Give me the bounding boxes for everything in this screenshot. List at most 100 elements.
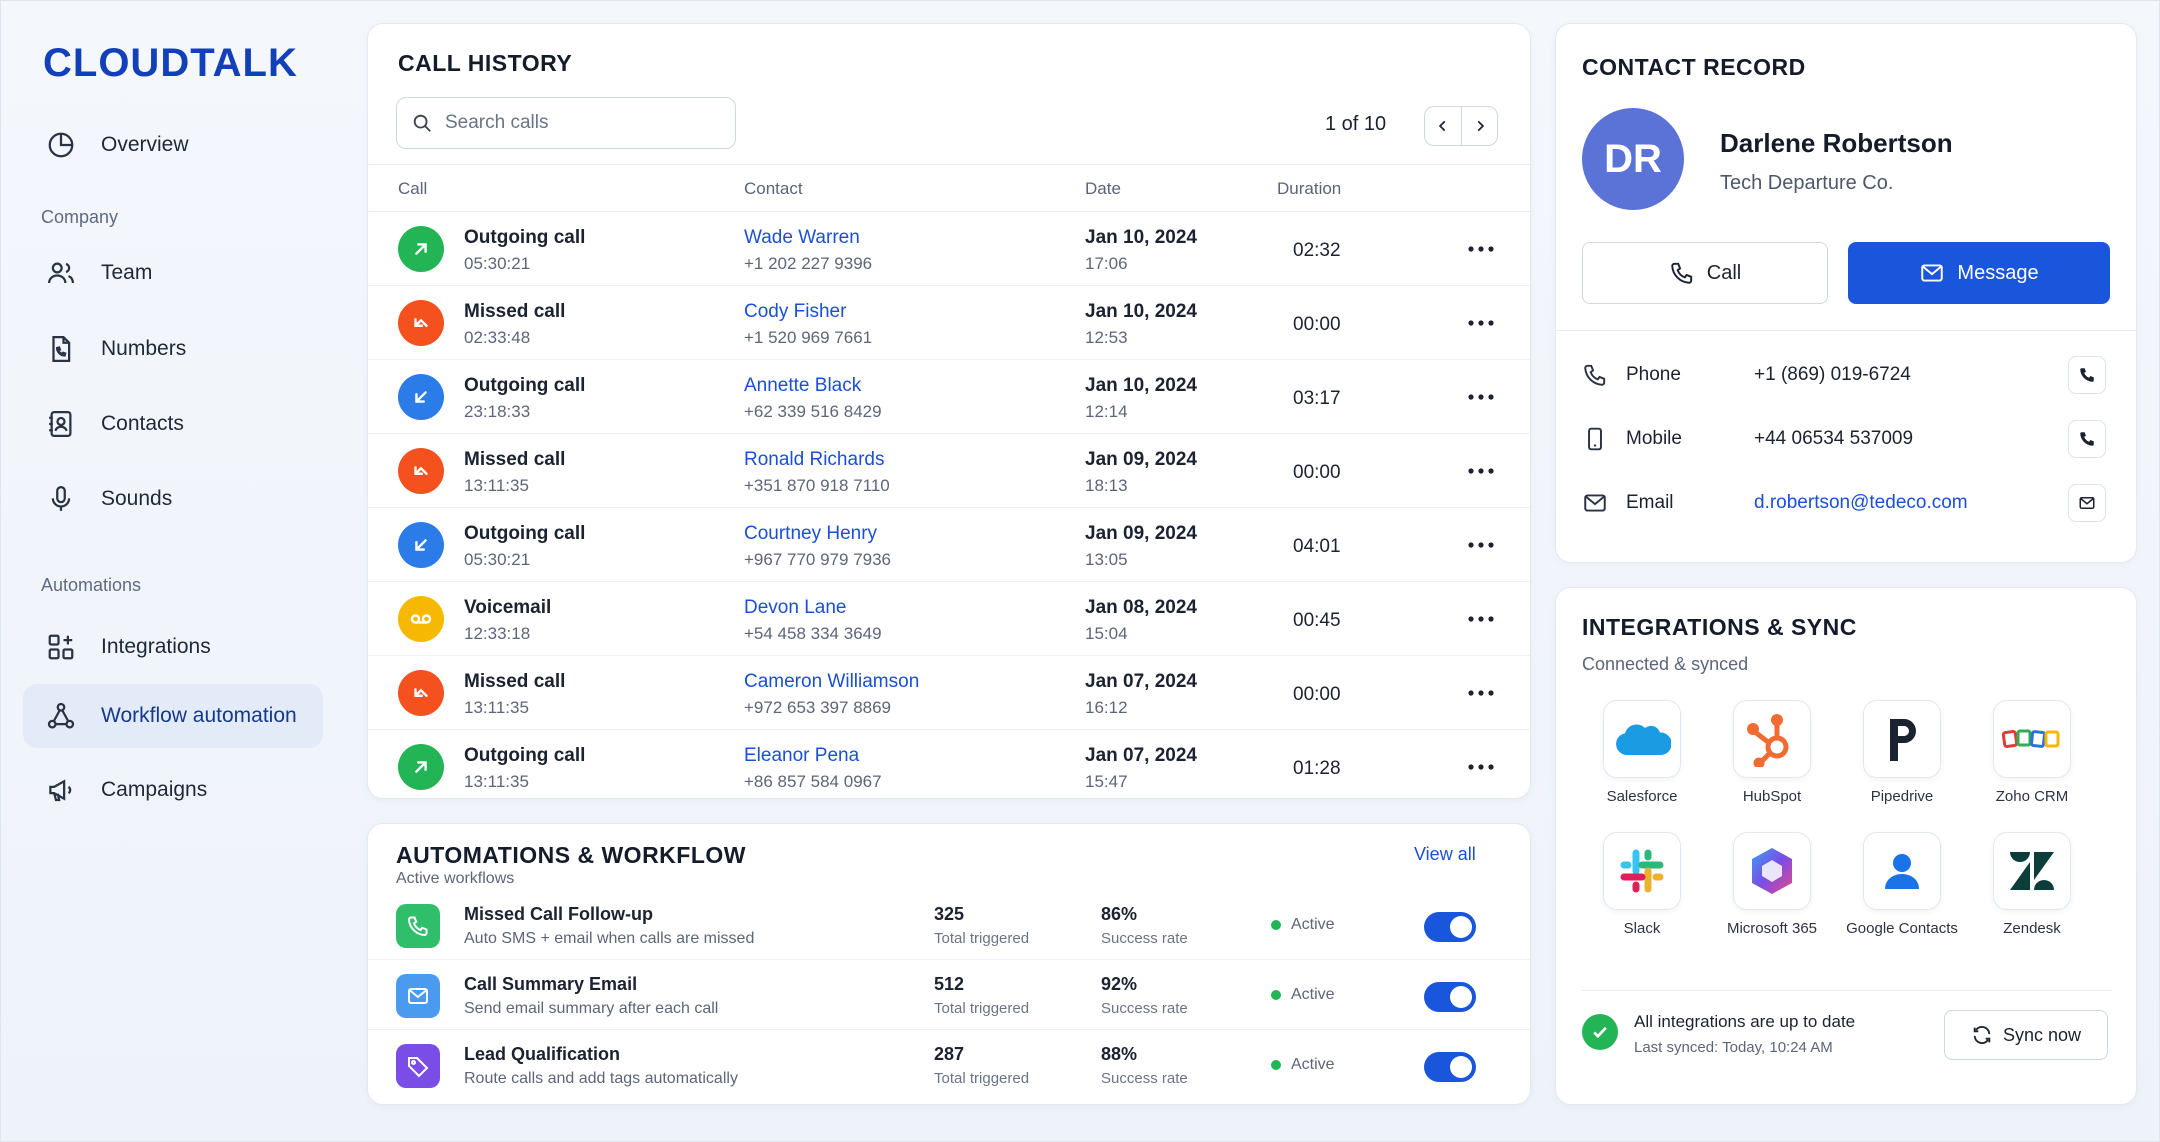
more-options-button[interactable]	[1461, 678, 1501, 708]
workflow-toggle[interactable]	[1424, 1052, 1476, 1082]
call-duration: 00:45	[1293, 610, 1341, 631]
missed-call-icon	[398, 448, 444, 494]
workflow-icon	[43, 698, 79, 734]
more-options-button[interactable]	[1461, 456, 1501, 486]
workflow-row[interactable]: Call Summary Email Send email summary aft…	[368, 962, 1530, 1030]
last-synced-text: Last synced: Today, 10:24 AM	[1634, 1039, 1833, 1056]
contact-name-link[interactable]: Cameron Williamson	[744, 671, 920, 692]
automations-list: Missed Call Follow-up Auto SMS + email wh…	[368, 892, 1530, 1102]
more-options-button[interactable]	[1461, 308, 1501, 338]
workflow-row[interactable]: Lead Qualification Route calls and add ta…	[368, 1032, 1530, 1100]
integration-hubspot[interactable]: HubSpot	[1712, 700, 1832, 820]
total-triggered-label: Total triggered	[934, 1000, 1030, 1017]
more-options-button[interactable]	[1461, 234, 1501, 264]
workflow-row[interactable]: Missed Call Follow-up Auto SMS + email wh…	[368, 892, 1530, 960]
column-header-call[interactable]: Call	[398, 179, 428, 198]
column-header-duration[interactable]: Duration	[1277, 179, 1342, 198]
missed-call-icon	[398, 670, 444, 716]
column-header-date[interactable]: Date	[1085, 179, 1121, 198]
salesforce-icon	[1603, 700, 1681, 778]
message-button[interactable]: Message	[1848, 242, 2110, 304]
search-input[interactable]	[445, 112, 725, 134]
automations-card: AUTOMATIONS & WORKFLOW Active workflows …	[367, 823, 1531, 1105]
sidebar-item-team[interactable]: Team	[23, 241, 323, 305]
integration-name: HubSpot	[1742, 788, 1802, 805]
sidebar-item-sounds[interactable]: Sounds	[23, 467, 323, 531]
status-dot	[1271, 1060, 1281, 1070]
integration-slack[interactable]: Slack	[1582, 832, 1702, 952]
contact-name-link[interactable]: Courtney Henry	[744, 523, 878, 544]
more-options-button[interactable]	[1461, 752, 1501, 782]
sync-now-button[interactable]: Sync now	[1944, 1010, 2108, 1060]
cloudtalk-logo[interactable]: CLOUDTALK	[43, 41, 298, 85]
contact-name-link[interactable]: Annette Black	[744, 375, 862, 396]
call-row[interactable]: Voicemail 12:33:18 Devon Lane +54 458 334 3…	[368, 582, 1530, 656]
search-calls-field[interactable]	[396, 97, 736, 149]
phone-icon	[396, 904, 440, 948]
phone-icon	[1580, 360, 1610, 390]
call-hour: 18:13	[1085, 476, 1128, 495]
workflow-toggle[interactable]	[1424, 912, 1476, 942]
more-options-button[interactable]	[1461, 530, 1501, 560]
call-history-card: CALL HISTORY 1 of 10 Call Contact Date D…	[367, 23, 1531, 799]
contact-field-phone: Phone +1 (869) 019-6724	[1556, 342, 2136, 406]
prev-page-button[interactable]	[1425, 107, 1461, 145]
call-date: Jan 07, 2024	[1085, 745, 1197, 766]
search-icon	[411, 112, 433, 134]
total-triggered-label: Total triggered	[934, 1070, 1030, 1087]
integration-zoho-crm[interactable]: Zoho CRM	[1972, 700, 2092, 820]
field-value: +1 (869) 019-6724	[1754, 364, 1911, 385]
integration-pipedrive[interactable]: Pipedrive	[1842, 700, 1962, 820]
success-rate-label: Success rate	[1101, 930, 1188, 947]
toggle-knob	[1450, 916, 1472, 938]
integration-salesforce[interactable]: Salesforce	[1582, 700, 1702, 820]
contact-record-card: CONTACT RECORD DR Darlene Robertson Tech…	[1555, 23, 2137, 563]
status-text: Active	[1291, 1056, 1335, 1073]
call-hour: 13:05	[1085, 550, 1128, 569]
call-hour: 16:12	[1085, 698, 1128, 717]
call-table-body: Outgoing call 05:30:21 Wade Warren +1 202 2…	[368, 212, 1530, 800]
contact-name-link[interactable]: Cody Fisher	[744, 301, 847, 322]
contact-name-link[interactable]: Ronald Richards	[744, 449, 885, 470]
mail-icon	[1921, 264, 1944, 282]
contact-name-link[interactable]: Wade Warren	[744, 227, 860, 248]
sidebar-item-overview[interactable]: Overview	[23, 113, 323, 177]
integration-name: Zoho CRM	[1995, 788, 2069, 805]
more-options-button[interactable]	[1461, 382, 1501, 412]
email-link[interactable]: d.robertson@tedeco.com	[1754, 492, 1968, 513]
integration-zendesk[interactable]: Zendesk	[1972, 832, 2092, 952]
column-header-contact[interactable]: Contact	[744, 179, 803, 198]
call-time: 02:33:48	[464, 328, 531, 347]
phone-document-icon	[43, 331, 79, 367]
call-button[interactable]: Call	[1582, 242, 1828, 304]
integration-microsoft-365[interactable]: Microsoft 365	[1712, 832, 1832, 952]
contact-name-link[interactable]: Devon Lane	[744, 597, 847, 618]
call-mobile-button[interactable]	[2068, 420, 2106, 458]
sidebar-item-campaigns[interactable]: Campaigns	[23, 758, 323, 822]
call-row[interactable]: Outgoing call 05:30:21 Wade Warren +1 202 2…	[368, 212, 1530, 286]
call-history-title: CALL HISTORY	[398, 50, 573, 76]
field-label: Phone	[1626, 364, 1681, 385]
pipedrive-icon	[1863, 700, 1941, 778]
view-all-link[interactable]: View all	[1414, 844, 1476, 864]
mobile-icon	[1580, 424, 1610, 454]
call-phone-button[interactable]	[2068, 356, 2106, 394]
sidebar-item-contacts[interactable]: Contacts	[23, 392, 323, 456]
call-row[interactable]: Outgoing call 05:30:21 Courtney Henry +967 …	[368, 508, 1530, 582]
contact-phone: +62 339 516 8429	[744, 402, 882, 421]
sidebar-item-workflow-automation[interactable]: Workflow automation	[23, 684, 323, 748]
send-email-button[interactable]	[2068, 484, 2106, 522]
call-row[interactable]: Missed call 13:11:35 Ronald Richards +351 8…	[368, 434, 1530, 508]
call-row[interactable]: Outgoing call 23:18:33 Annette Black +62 33…	[368, 360, 1530, 434]
next-page-button[interactable]	[1461, 107, 1497, 145]
call-row[interactable]: Missed call 13:11:35 Cameron Williamson +97…	[368, 656, 1530, 730]
more-options-button[interactable]	[1461, 604, 1501, 634]
call-row[interactable]: Missed call 02:33:48 Cody Fisher +1 520 969…	[368, 286, 1530, 360]
sidebar-item-numbers[interactable]: Numbers	[23, 317, 323, 381]
workflow-toggle[interactable]	[1424, 982, 1476, 1012]
sidebar-item-integrations[interactable]: Integrations	[23, 615, 323, 679]
integration-google-contacts[interactable]: Google Contacts	[1842, 832, 1962, 952]
more-horizontal-icon	[1468, 394, 1494, 400]
contact-name-link[interactable]: Eleanor Pena	[744, 745, 860, 766]
call-row[interactable]: Outgoing call 13:11:35 Eleanor Pena +86 857…	[368, 730, 1530, 804]
